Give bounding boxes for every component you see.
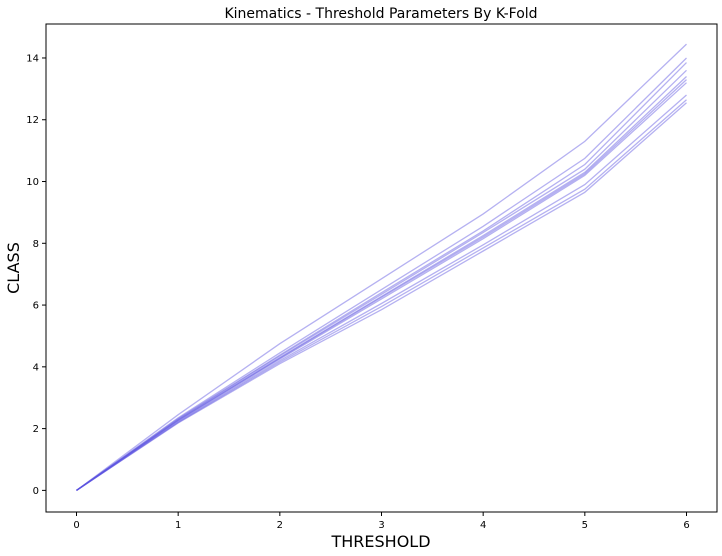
y-tick-label: 0 [33, 486, 39, 497]
series-line-9 [76, 99, 687, 491]
y-tick-label: 4 [33, 362, 39, 373]
x-tick-label: 3 [378, 520, 384, 531]
y-axis: 0 2 4 6 8 10 12 14 [26, 53, 46, 497]
series-line-1 [76, 43, 687, 491]
series-line-10 [76, 102, 687, 491]
x-tick-label: 6 [683, 520, 689, 531]
y-tick-label: 12 [26, 115, 39, 126]
x-axis-label: THRESHOLD [330, 532, 430, 551]
x-axis: 0 1 2 3 4 5 6 [73, 512, 690, 531]
y-tick-label: 14 [26, 53, 39, 64]
y-tick-label: 6 [33, 301, 39, 312]
series-line-3 [76, 62, 687, 491]
x-tick-label: 4 [480, 520, 486, 531]
x-tick-label: 5 [582, 520, 588, 531]
series-line-5 [76, 76, 687, 491]
y-tick-label: 2 [33, 424, 39, 435]
series-line-7 [76, 82, 687, 491]
y-tick-label: 10 [26, 177, 39, 188]
y-axis-label: CLASS [4, 242, 23, 294]
y-tick-label: 8 [33, 239, 39, 250]
series-line-2 [76, 57, 687, 491]
series-line-6 [76, 79, 687, 491]
chart-title: Kinematics - Threshold Parameters By K-F… [224, 6, 537, 22]
series-layer [76, 43, 687, 491]
series-line-8 [76, 94, 687, 491]
x-tick-label: 2 [277, 520, 283, 531]
series-line-4 [76, 69, 687, 491]
x-tick-label: 1 [175, 520, 181, 531]
x-tick-label: 0 [73, 520, 79, 531]
